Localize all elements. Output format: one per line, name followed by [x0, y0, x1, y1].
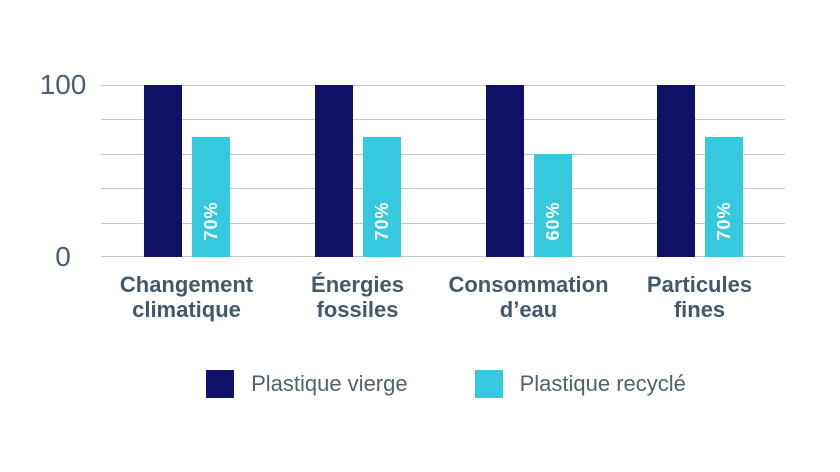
bar-plastique-recycle: 70%	[704, 136, 743, 257]
bar-groups: 70% 70% 60% 70%	[101, 85, 785, 257]
bar-plastique-recycle: 70%	[362, 136, 401, 257]
gridline-0	[101, 256, 785, 257]
gridline-60	[101, 154, 785, 155]
x-axis-category-labels: Changement climatique Énergies fossiles …	[101, 272, 785, 322]
category-label-changement-climatique: Changement climatique	[119, 272, 254, 322]
bar-value-label: 70%	[371, 201, 392, 241]
bar-plastique-recycle: 70%	[191, 136, 230, 257]
bar-group-particules-fines: 70%	[614, 85, 785, 257]
bar-value-label: 70%	[200, 201, 221, 241]
y-axis-tick-100: 100	[39, 69, 87, 100]
bar-value-label: 60%	[542, 201, 563, 241]
bar-plastique-recycle: 60%	[533, 153, 572, 257]
gridline-80	[101, 119, 785, 120]
gridline-20	[101, 223, 785, 224]
plot-area: 70% 70% 60% 70%	[101, 85, 785, 257]
bar-plastique-vierge	[485, 85, 524, 257]
bar-group-consommation-eau: 60%	[443, 85, 614, 257]
bar-plastique-vierge	[314, 85, 353, 257]
y-axis-tick-0: 0	[55, 241, 71, 272]
gridline-100	[101, 85, 785, 86]
bar-value-label: 70%	[713, 201, 734, 241]
gridline-40	[101, 188, 785, 189]
bar-plastique-vierge	[143, 85, 182, 257]
legend: Plastique vierge Plastique recyclé	[26, 369, 840, 399]
category-label-energies-fossiles: Énergies fossiles	[311, 272, 404, 322]
bar-group-changement-climatique: 70%	[101, 85, 272, 257]
legend-swatch-navy	[206, 370, 235, 398]
legend-label: Plastique vierge	[251, 371, 408, 396]
bar-group-energies-fossiles: 70%	[272, 85, 443, 257]
category-label-consommation-eau: Consommation d’eau	[448, 272, 609, 322]
legend-label: Plastique recyclé	[519, 371, 686, 396]
category-label-particules-fines: Particules fines	[646, 272, 753, 322]
legend-item-plastique-recycle: Plastique recyclé	[474, 370, 686, 398]
bar-plastique-vierge	[656, 85, 695, 257]
legend-item-plastique-vierge: Plastique vierge	[206, 370, 408, 398]
legend-swatch-cyan	[474, 370, 503, 398]
